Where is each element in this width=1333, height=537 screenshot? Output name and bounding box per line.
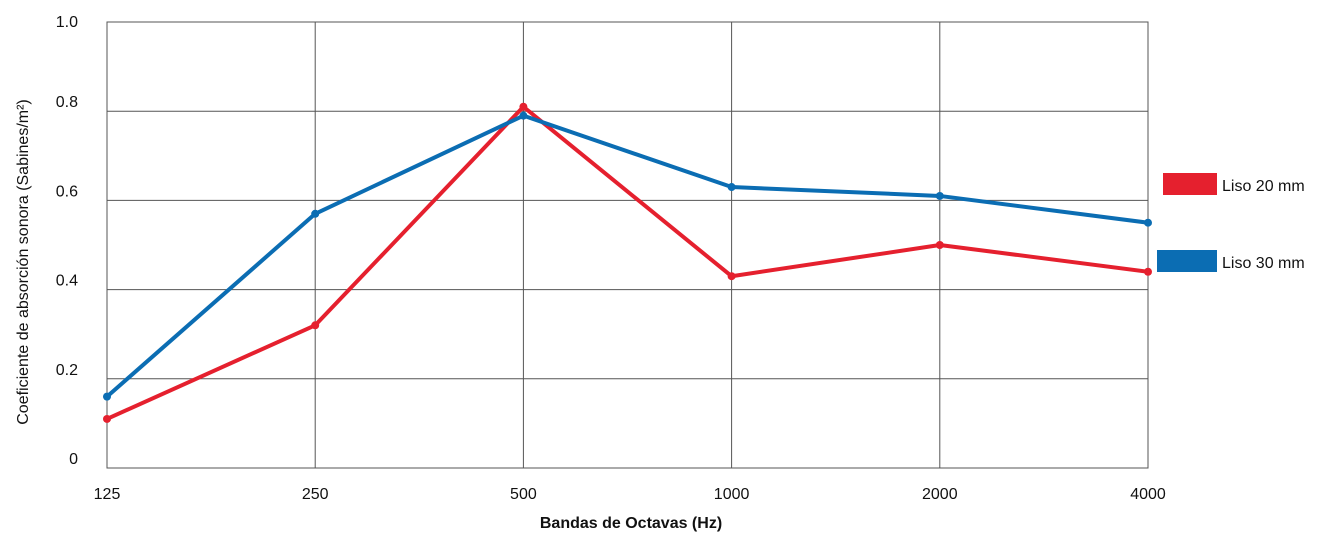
legend: Liso 20 mm Liso 30 mm [1157, 173, 1305, 272]
data-point [519, 102, 528, 111]
data-point [103, 414, 111, 423]
data-point [935, 241, 944, 249]
legend-label: Liso 20 mm [1222, 178, 1305, 195]
series-lines [103, 102, 1152, 423]
data-point [935, 191, 944, 200]
data-point [311, 209, 320, 218]
legend-label: Liso 30 mm [1222, 255, 1305, 272]
y-tick-label: 0.4 [56, 273, 78, 290]
data-point [727, 272, 736, 281]
data-point [103, 392, 111, 401]
grid [106, 21, 1149, 469]
data-point [727, 183, 736, 192]
x-tick-label: 2000 [922, 486, 958, 503]
y-tick-label: 1.0 [56, 14, 78, 31]
series-line-1 [105, 104, 1150, 421]
x-axis-ticks: 125 250 500 1000 2000 4000 [94, 486, 1166, 503]
y-tick-label: 0.8 [56, 94, 78, 111]
data-point [1144, 218, 1152, 227]
y-tick-label: 0 [69, 451, 78, 468]
data-point [519, 111, 528, 120]
x-tick-label: 500 [510, 486, 537, 503]
y-axis-title: Coeficiente de absorción sonora (Sabines… [15, 99, 32, 425]
legend-swatch [1157, 250, 1217, 272]
x-tick-label: 125 [94, 486, 121, 503]
legend-swatch [1163, 173, 1217, 195]
data-point [1144, 267, 1152, 276]
x-tick-label: 250 [302, 486, 329, 503]
x-axis-title: Bandas de Octavas (Hz) [540, 515, 722, 532]
y-tick-label: 0.6 [56, 183, 78, 200]
data-point [311, 321, 320, 330]
x-tick-label: 4000 [1130, 486, 1166, 503]
series-line-2 [105, 113, 1150, 399]
x-tick-label: 1000 [714, 486, 750, 503]
y-tick-label: 0.2 [56, 362, 78, 379]
plot-frame [106, 21, 1149, 469]
y-axis-ticks: 0 0.2 0.4 0.6 0.8 1.0 [56, 14, 78, 468]
